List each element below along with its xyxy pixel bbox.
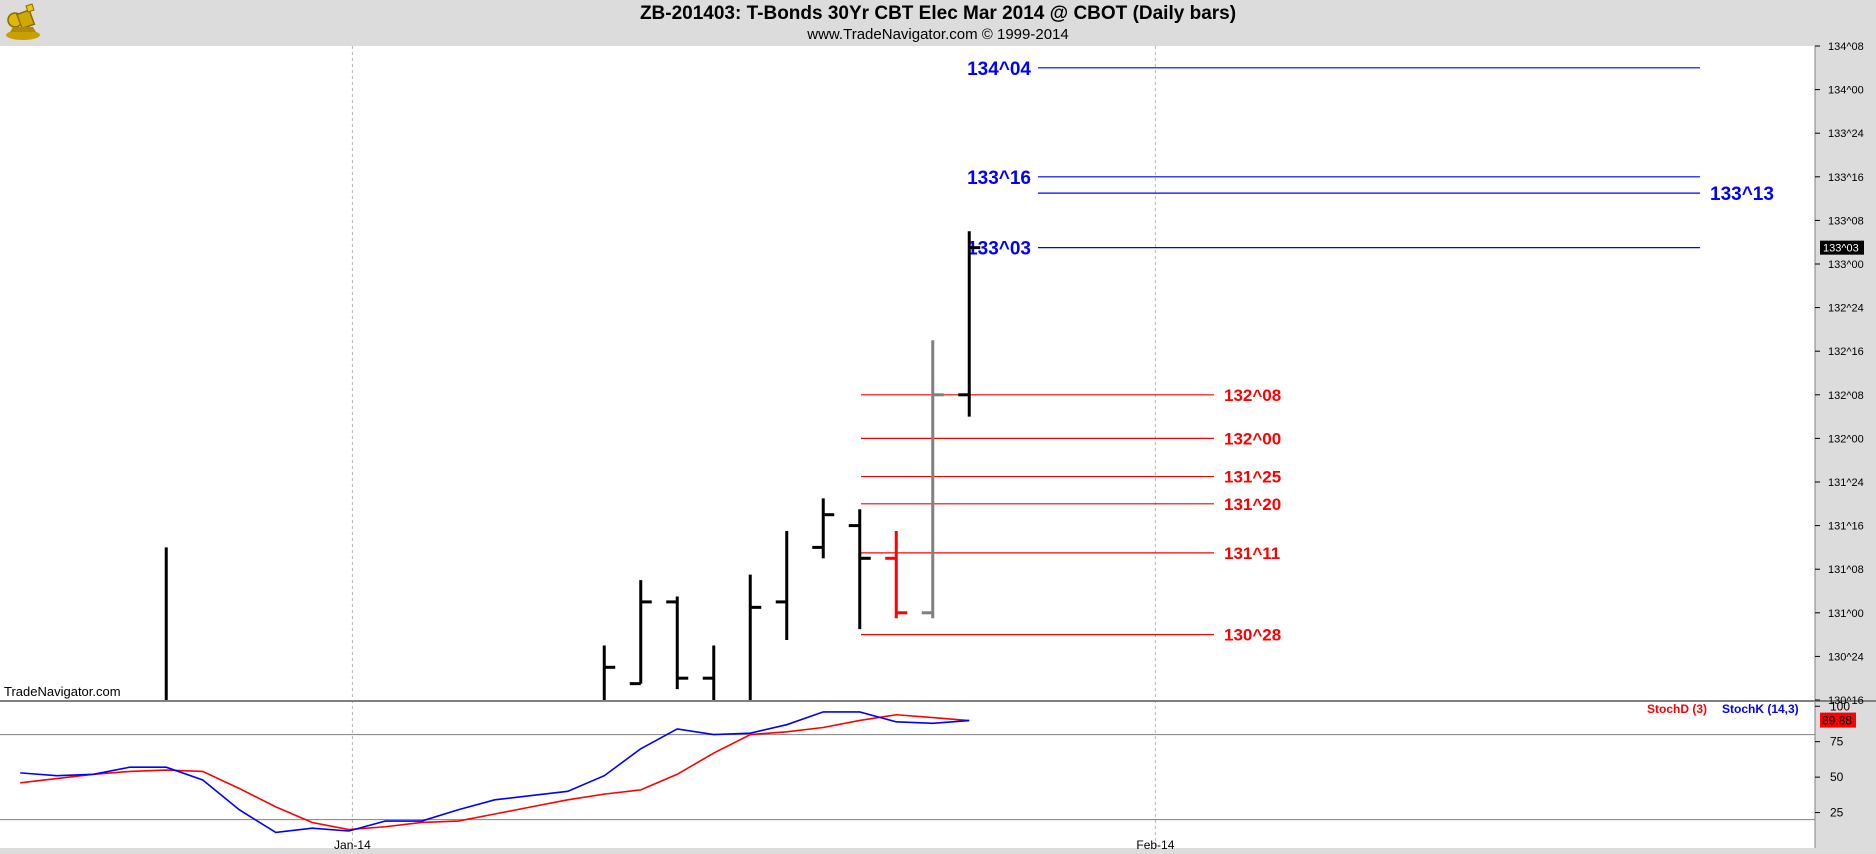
chart-title: ZB-201403: T-Bonds 30Yr CBT Elec Mar 201… [639,3,1237,24]
legend-stochk: StochK (14,3) [1722,702,1799,716]
stoch-tick-label: 75 [1830,735,1844,749]
last-price-label: 133^03 [1823,243,1859,255]
resistance-label: 133^16 [967,168,1031,189]
stoch-tick-label: 25 [1830,806,1844,820]
chart-header: ZB-201403: T-Bonds 30Yr CBT Elec Mar 201… [0,0,1876,46]
price-tick-label: 130^16 [1828,695,1864,707]
price-tick-label: 131^08 [1828,564,1864,576]
price-tick-label: 133^16 [1828,172,1864,184]
support-label: 131^11 [1224,544,1280,563]
support-label: 132^00 [1224,429,1281,448]
price-tick-label: 130^24 [1828,651,1864,663]
x-axis-label: Jan-14 [334,838,371,852]
stoch-tick-label: 50 [1830,770,1844,784]
support-label: 132^08 [1224,386,1281,405]
x-axis-label: Feb-14 [1136,838,1174,852]
price-tick-label: 134^08 [1828,41,1864,53]
price-tick-label: 133^24 [1828,128,1864,140]
watermark-text: TradeNavigator.com [4,684,121,699]
price-tick-label: 132^16 [1828,346,1864,358]
price-tick-label: 131^24 [1828,477,1864,489]
price-tick-label: 133^00 [1828,259,1864,271]
stochastic-lines [20,711,970,834]
price-bars [164,231,981,700]
price-tick-label: 134^00 [1828,85,1864,97]
price-tick-label: 133^08 [1828,215,1864,227]
price-tick-label: 132^08 [1828,390,1864,402]
price-panel-background [0,46,1815,700]
support-label: 131^20 [1224,495,1281,514]
resistance-label: 133^13 [1710,184,1774,205]
legend-stochd: StochD (3) [1647,702,1707,716]
support-label: 131^25 [1224,468,1281,487]
chart-subtitle: www.TradeNavigator.com © 1999-2014 [807,26,1069,43]
resistance-label: 133^03 [967,239,1031,260]
price-tick-label: 131^00 [1828,608,1864,620]
stoch-series-line [20,711,970,834]
gridlines [0,46,1815,848]
axes: Jan-14 Feb-14 130^16 130^24 131^00 131^08 131^… [0,41,1876,852]
price-tick-label: 132^00 [1828,433,1864,445]
resistance-label: 134^04 [967,59,1031,80]
support-label: 130^28 [1224,626,1281,645]
stoch-tick-label: 100 [1830,699,1850,713]
stoch-last-value-tag [1820,712,1856,728]
price-tick-label: 132^24 [1828,303,1864,315]
stoch-last-value-label: 89.88 [1822,714,1852,728]
price-levels: 134^04 133^16 133^13 133^03 132^08 132^00 131^… [861,59,1774,645]
trade-navigator-logo-icon [2,2,44,42]
last-price-tag [1820,240,1864,255]
stoch-panel-background [0,702,1815,848]
price-tick-label: 131^16 [1828,521,1864,533]
stoch-series-line [20,713,970,831]
